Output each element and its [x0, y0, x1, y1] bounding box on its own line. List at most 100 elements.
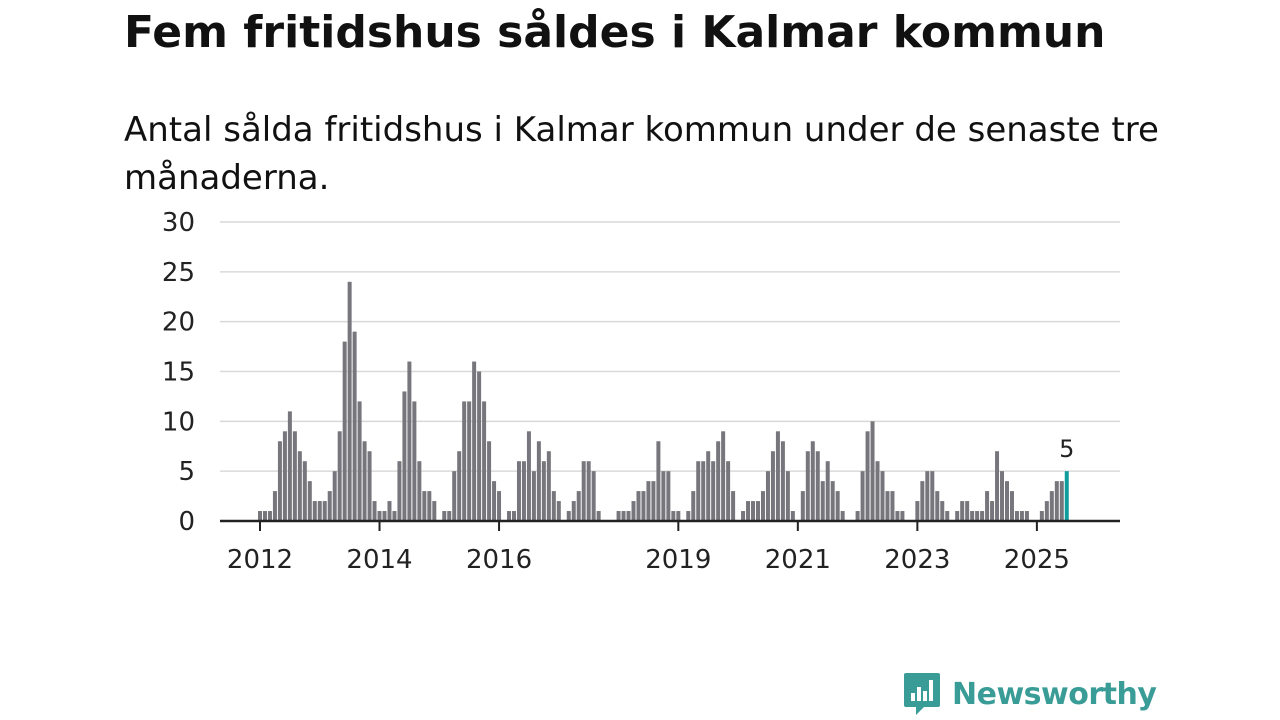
bar: [531, 471, 536, 521]
bar: [507, 511, 511, 521]
x-tick-label: 2014: [346, 545, 412, 575]
bar: [1009, 491, 1014, 521]
logo-text: Newsworthy: [952, 676, 1157, 712]
bar: [1044, 501, 1049, 521]
bar: [870, 421, 875, 521]
bar: [417, 461, 422, 521]
bar: [646, 481, 651, 521]
bar: [267, 511, 272, 521]
bar: [546, 451, 551, 521]
bar: [1054, 481, 1059, 521]
bar: [805, 451, 810, 521]
y-tick-label: 15: [162, 358, 195, 388]
bar: [362, 441, 367, 521]
bar: [701, 461, 706, 521]
bar: [556, 501, 561, 521]
bar: [1000, 471, 1005, 521]
bar: [541, 461, 546, 521]
bar: [352, 331, 357, 521]
x-tick-label: 2021: [765, 545, 831, 575]
bar: [1014, 511, 1019, 521]
y-tick-label: 5: [178, 457, 195, 487]
bar: [945, 511, 950, 521]
bar: [402, 391, 407, 521]
x-tick-label: 2019: [645, 545, 711, 575]
bar: [516, 461, 521, 521]
bar: [800, 491, 805, 521]
bar: [621, 511, 626, 521]
y-axis-ticks: 0 5 10 15 20 25 30: [162, 208, 195, 537]
bar: [536, 441, 541, 521]
bar: [412, 401, 417, 521]
bar: [616, 511, 621, 521]
bar: [890, 491, 895, 521]
newsworthy-logo: Newsworthy: [902, 670, 1157, 718]
bar: [780, 441, 785, 521]
bar: [447, 511, 452, 521]
bar: [282, 431, 287, 521]
bar: [875, 461, 880, 521]
bar: [631, 501, 636, 521]
bar: [785, 471, 790, 521]
bar: [711, 461, 716, 521]
bar: [980, 511, 985, 521]
bar: [258, 511, 262, 521]
bar: [511, 511, 516, 521]
bar: [576, 491, 581, 521]
bar: [716, 441, 721, 521]
bar: [332, 471, 337, 521]
bar: [422, 491, 427, 521]
bar: [521, 461, 526, 521]
bar: [970, 511, 975, 521]
y-tick-label: 10: [162, 407, 195, 437]
bar: [865, 431, 870, 521]
bar: [367, 451, 372, 521]
bar: [487, 441, 492, 521]
bar: [347, 281, 352, 521]
bar: [765, 471, 770, 521]
bar: [760, 491, 765, 521]
bar: [960, 501, 965, 521]
y-tick-label: 30: [162, 208, 195, 238]
bar: [1059, 481, 1064, 521]
bar-highlight: [1064, 471, 1069, 521]
bar: [920, 481, 925, 521]
bar: [770, 451, 775, 521]
bar: [895, 511, 900, 521]
y-tick-label: 25: [162, 258, 195, 288]
bar: [382, 511, 387, 521]
annotations: 5: [1059, 435, 1074, 463]
bar: [571, 501, 576, 521]
bar: [741, 511, 746, 521]
bar: [830, 481, 835, 521]
bar: [457, 451, 462, 521]
bar: [726, 461, 731, 521]
bar: [1019, 511, 1024, 521]
bar: [790, 511, 795, 521]
bar: [442, 511, 447, 521]
newsworthy-chart-icon: [904, 673, 940, 715]
bar: [397, 461, 402, 521]
bar: [596, 511, 601, 521]
bar: [686, 511, 691, 521]
bar: [975, 511, 980, 521]
bar: [915, 501, 920, 521]
chart-subtitle: Antal sålda fritidshus i Kalmar kommun u…: [124, 110, 1159, 198]
bar: [297, 451, 302, 521]
bar: [526, 431, 531, 521]
bar: [566, 511, 571, 521]
bar: [377, 511, 382, 521]
bar: [497, 491, 502, 521]
bar: [322, 501, 327, 521]
bar: [342, 341, 347, 521]
bar: [1024, 511, 1029, 521]
bar: [880, 471, 885, 521]
bar: [272, 491, 277, 521]
bar: [636, 491, 641, 521]
bar: [835, 491, 840, 521]
bar: [462, 401, 467, 521]
bar: [392, 511, 397, 521]
x-axis-ticks: 2012 2014 2016 2019 2021 2023 2025: [227, 521, 1070, 575]
bar: [1005, 481, 1009, 521]
